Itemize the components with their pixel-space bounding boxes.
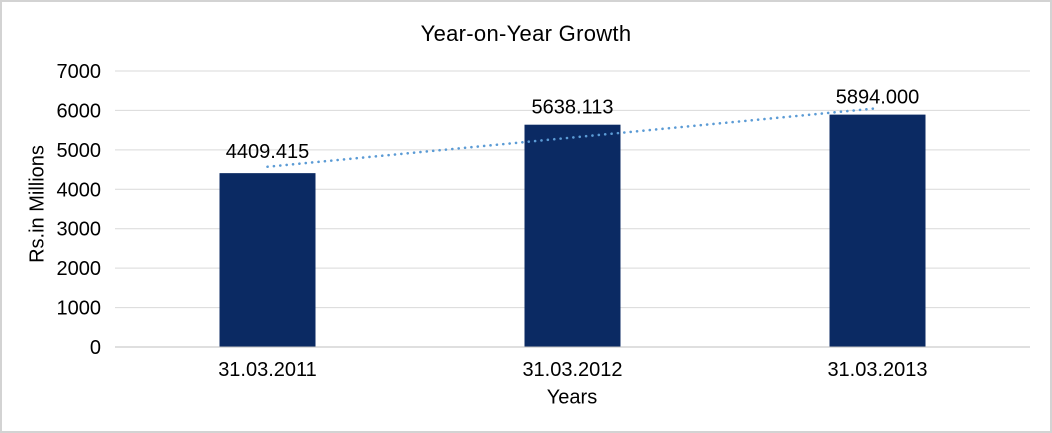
- y-tick-label: 2000: [57, 258, 102, 280]
- x-tick-label: 31.03.2013: [827, 359, 927, 381]
- y-tick-label: 6000: [57, 100, 102, 122]
- y-tick-label: 3000: [57, 219, 102, 241]
- bar-data-label: 5894.000: [836, 87, 919, 109]
- x-tick-label: 31.03.2012: [522, 359, 622, 381]
- y-tick-label: 5000: [57, 140, 102, 162]
- x-axis-title: Years: [546, 386, 598, 409]
- x-tick-label: 31.03.2011: [218, 359, 317, 381]
- y-tick-label: 4000: [57, 179, 102, 201]
- bar: [219, 173, 316, 347]
- bar-data-label: 4409.415: [226, 141, 309, 163]
- trendline: [266, 106, 879, 169]
- chart-title: Year-on-Year Growth: [420, 21, 632, 46]
- y-tick-label: 7000: [57, 61, 102, 83]
- bar: [829, 114, 926, 347]
- bar: [524, 124, 621, 347]
- y-tick-label: 0: [90, 337, 101, 359]
- bar-data-label: 5638.113: [532, 97, 614, 119]
- y-tick-label: 1000: [57, 298, 102, 320]
